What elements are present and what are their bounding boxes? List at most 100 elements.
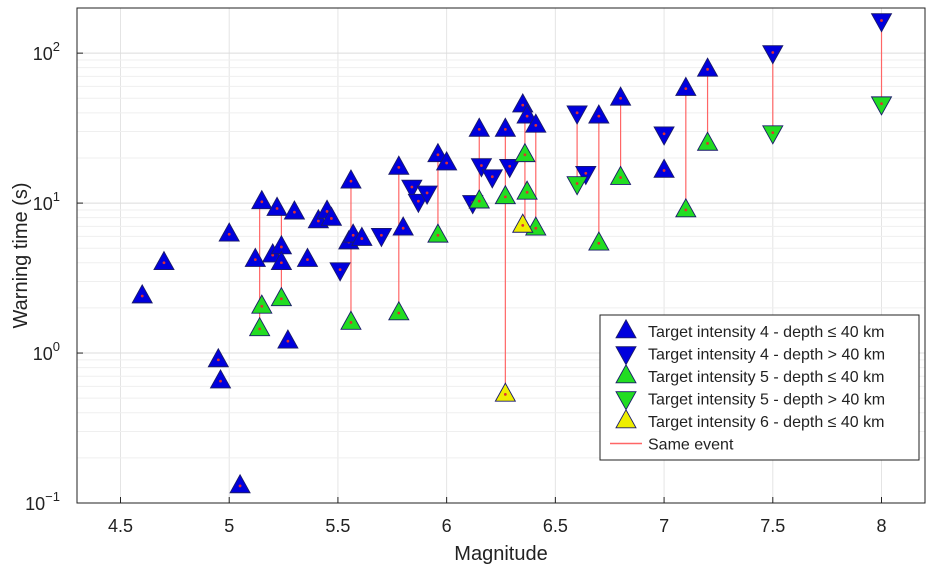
event-dot bbox=[503, 392, 507, 396]
legend-label: Target intensity 6 - depth ≤ 40 km bbox=[648, 414, 884, 431]
triangle-up-marker bbox=[516, 180, 538, 200]
event-dot bbox=[584, 171, 588, 175]
event-dot bbox=[349, 321, 353, 324]
event-dot bbox=[260, 200, 264, 204]
event-dot bbox=[436, 153, 440, 157]
event-dot bbox=[662, 169, 666, 172]
legend: Target intensity 4 - depth ≤ 40 km Target… bbox=[599, 314, 920, 461]
triangle-down-marker bbox=[566, 105, 588, 125]
triangle-up-marker bbox=[468, 189, 491, 209]
event-dot bbox=[525, 114, 529, 118]
triangle-up-marker bbox=[675, 76, 697, 96]
event-dot bbox=[219, 379, 222, 383]
triangle-up-marker bbox=[696, 131, 719, 151]
event-dot bbox=[706, 67, 709, 71]
event-dot bbox=[508, 164, 512, 168]
x-tick-label: 8 bbox=[877, 516, 887, 536]
triangle-up-marker bbox=[340, 310, 362, 330]
event-dot bbox=[684, 208, 688, 212]
triangle-up-marker bbox=[207, 347, 230, 368]
x-tick-label: 6 bbox=[442, 516, 452, 536]
triangle-up-marker bbox=[218, 222, 240, 242]
triangle-down-marker bbox=[481, 169, 504, 189]
triangle-up-marker bbox=[131, 283, 153, 304]
triangle-down-marker bbox=[470, 158, 493, 178]
triangle-up-marker bbox=[494, 382, 517, 402]
y-tick-label: 102 bbox=[33, 39, 60, 64]
event-dot bbox=[330, 217, 333, 220]
event-dot bbox=[534, 226, 538, 230]
event-dot bbox=[260, 304, 264, 308]
triangle-up-marker bbox=[427, 142, 449, 163]
event-dot bbox=[521, 103, 525, 107]
legend-marker bbox=[615, 363, 637, 384]
plot-frame bbox=[76, 7, 926, 504]
triangle-up-marker bbox=[511, 213, 534, 233]
triangle-down-marker bbox=[498, 158, 521, 179]
event-dot bbox=[286, 339, 290, 343]
triangle-up-marker bbox=[696, 57, 719, 77]
event-dot bbox=[416, 199, 420, 203]
event-dot bbox=[271, 253, 275, 257]
triangle-up-marker bbox=[525, 113, 547, 133]
event-dot bbox=[880, 19, 883, 22]
triangle-down-marker bbox=[575, 166, 597, 186]
triangle-up-marker bbox=[209, 369, 232, 389]
event-dot bbox=[216, 358, 220, 362]
triangle-up-marker bbox=[244, 247, 267, 267]
triangle-down-marker bbox=[401, 179, 423, 200]
y-axis-label: Warning time (s) bbox=[10, 183, 32, 329]
event-dot bbox=[597, 241, 601, 245]
triangle-up-marker bbox=[251, 294, 273, 314]
y-tick-label: 10−1 bbox=[25, 489, 60, 514]
event-dot bbox=[338, 268, 342, 272]
triangle-up-marker bbox=[427, 223, 449, 243]
triangle-up-marker bbox=[248, 316, 271, 337]
triangle-up-marker bbox=[494, 117, 517, 137]
x-tick-label: 7 bbox=[659, 516, 669, 536]
triangle-up-marker bbox=[229, 473, 251, 494]
event-dot bbox=[279, 297, 283, 301]
triangle-down-marker bbox=[370, 227, 393, 248]
event-dot bbox=[279, 261, 283, 265]
triangle-down-marker bbox=[329, 262, 351, 282]
event-dot bbox=[477, 128, 481, 131]
y-axis-ticks: 10−1 100 101 102 bbox=[25, 39, 83, 514]
triangle-up-marker bbox=[340, 169, 362, 189]
triangle-up-marker bbox=[494, 184, 517, 205]
data-markers bbox=[131, 13, 893, 494]
event-dot bbox=[397, 311, 401, 315]
event-dot bbox=[436, 233, 440, 237]
event-dot bbox=[349, 179, 353, 183]
triangle-up-marker bbox=[266, 196, 288, 216]
triangle-up-marker bbox=[388, 300, 410, 321]
triangle-up-marker bbox=[514, 142, 536, 163]
event-dot bbox=[771, 51, 775, 54]
event-dot bbox=[293, 210, 296, 214]
event-dot bbox=[503, 128, 507, 131]
event-dot bbox=[619, 96, 622, 100]
event-dot bbox=[238, 484, 242, 488]
triangle-up-marker bbox=[153, 250, 175, 271]
triangle-up-marker bbox=[270, 250, 293, 271]
event-dot bbox=[534, 123, 538, 127]
triangle-up-marker bbox=[351, 226, 373, 246]
event-dot bbox=[880, 102, 883, 106]
event-dot bbox=[316, 219, 320, 223]
triangle-up-marker bbox=[609, 165, 632, 185]
triangle-down-marker bbox=[653, 126, 675, 146]
event-dot bbox=[162, 261, 166, 265]
event-dot bbox=[253, 258, 257, 261]
triangle-down-marker bbox=[762, 45, 784, 65]
event-dot bbox=[490, 175, 494, 179]
event-dot bbox=[525, 190, 529, 194]
triangle-up-marker bbox=[277, 329, 299, 349]
triangle-down-marker bbox=[566, 176, 588, 196]
event-dot bbox=[351, 233, 355, 237]
x-tick-label: 6.5 bbox=[543, 516, 568, 536]
event-dot bbox=[397, 165, 401, 169]
x-axis-label: Magnitude bbox=[454, 543, 547, 565]
triangle-down-marker bbox=[407, 193, 430, 214]
triangle-down-marker bbox=[762, 125, 784, 145]
